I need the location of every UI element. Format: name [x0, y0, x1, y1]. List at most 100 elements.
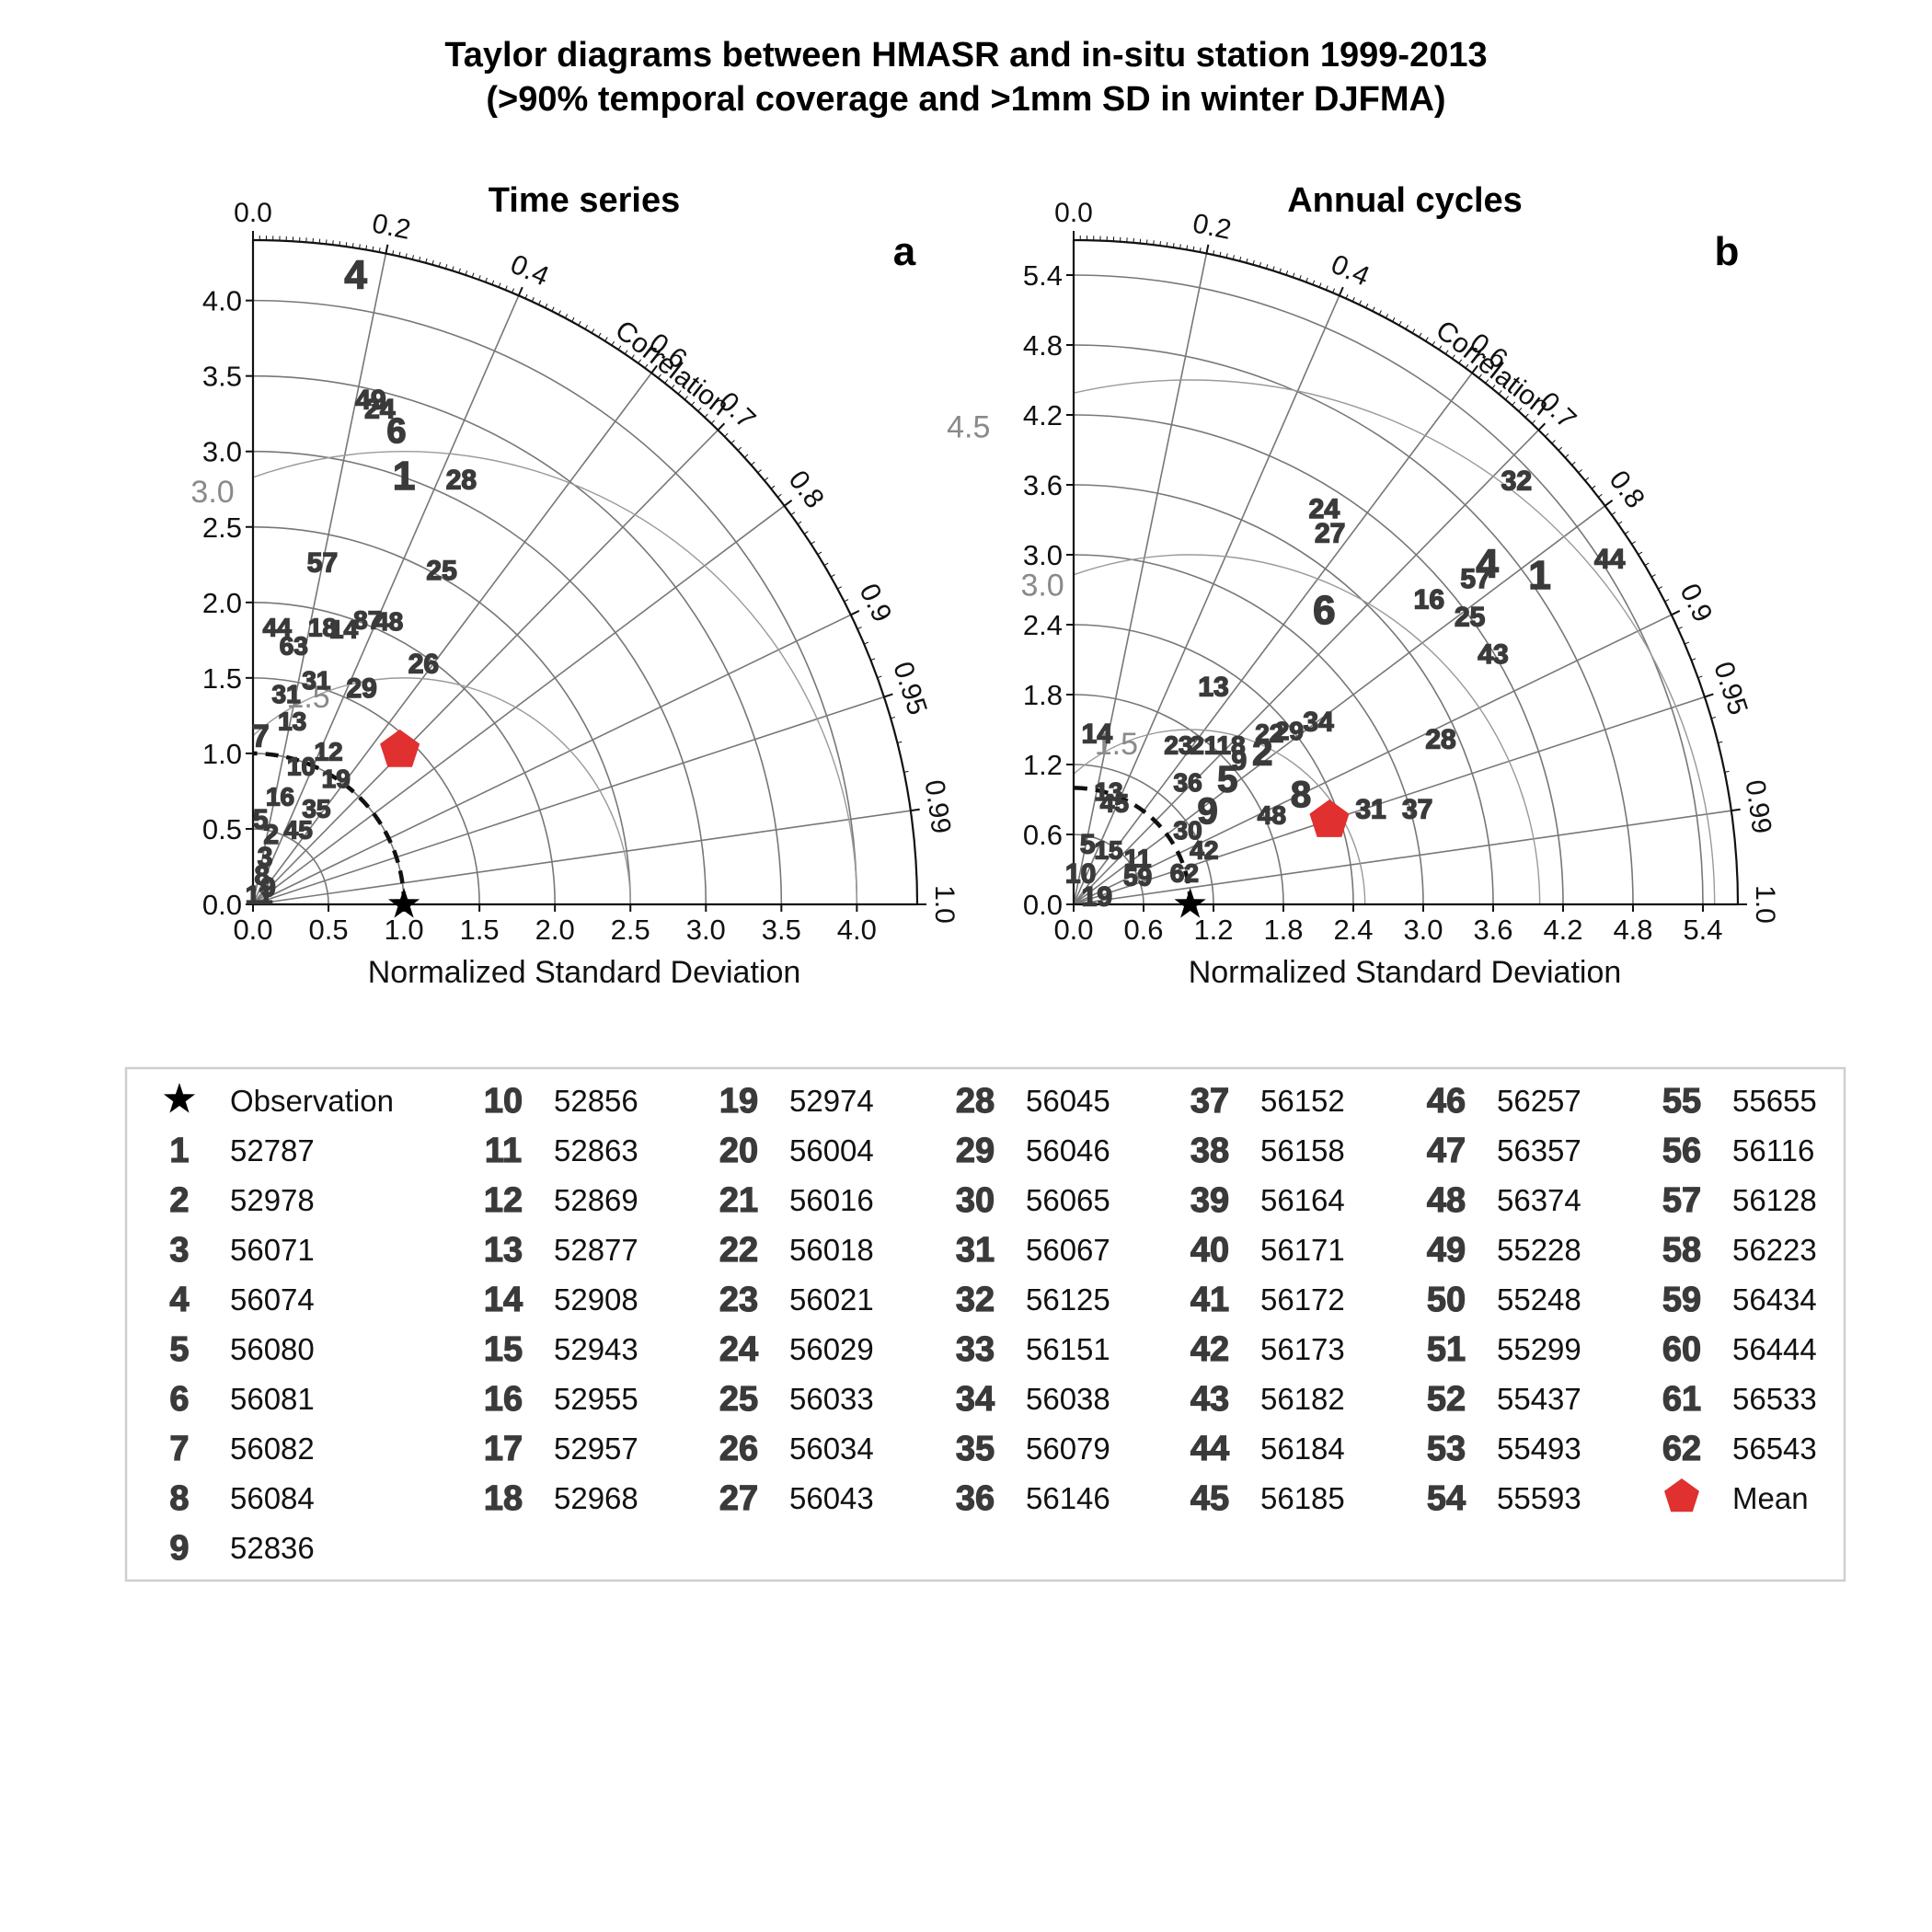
legend-station-id-16: 52955 — [554, 1382, 638, 1416]
station-marker-5: 5 — [253, 805, 269, 835]
x-tick-label-3: 1.5 — [460, 914, 500, 946]
station-marker-11: 11 — [246, 880, 273, 909]
x-tick-label-5: 3.0 — [1403, 914, 1443, 946]
std-arc-2 — [1073, 764, 1214, 905]
y-tick-label-6: 3.0 — [202, 436, 242, 468]
station-marker-1: 1 — [393, 454, 415, 499]
legend-station-number-4: 4 — [169, 1281, 189, 1319]
station-marker-22: 22 — [1255, 719, 1283, 748]
legend-station-id-1: 52787 — [230, 1133, 315, 1167]
legend-station-number-25: 25 — [719, 1380, 758, 1419]
legend-station-number-56: 56 — [1662, 1132, 1701, 1170]
legend-station-number-7: 7 — [169, 1430, 189, 1468]
legend-station-number-31: 31 — [956, 1231, 995, 1270]
legend-station-id-14: 52908 — [554, 1282, 638, 1317]
legend-station-number-60: 60 — [1662, 1330, 1701, 1369]
legend-station-id-2: 52978 — [230, 1183, 315, 1217]
observation-star — [388, 888, 420, 918]
station-marker-45: 45 — [284, 816, 313, 845]
legend-station-number-26: 26 — [719, 1430, 758, 1468]
mean-marker — [1309, 799, 1350, 837]
station-marker-59: 59 — [1123, 863, 1152, 891]
legend-station-id-7: 56082 — [230, 1432, 315, 1466]
corr-tick-label-2: 0.4 — [506, 249, 553, 293]
rms-label-1: 3.0 — [190, 475, 234, 510]
figure-title-line2: (>90% temporal coverage and >1mm SD in w… — [486, 80, 1445, 119]
std-arc-5 — [252, 525, 632, 905]
legend-station-number-18: 18 — [484, 1479, 523, 1518]
std-arc-7 — [1073, 414, 1564, 905]
legend-station-number-53: 53 — [1427, 1430, 1466, 1468]
legend-station-id-51: 55299 — [1497, 1332, 1581, 1366]
station-marker-25: 25 — [426, 556, 456, 586]
corr-line-6 — [252, 614, 852, 905]
corr-line-3 — [252, 372, 652, 905]
x-tick-label-0: 0.0 — [1053, 914, 1093, 946]
station-marker-27: 27 — [1315, 518, 1345, 548]
rms-label-0: 1.5 — [1095, 727, 1138, 762]
station-marker-31: 31 — [302, 666, 330, 695]
x-tick-label-8: 4.0 — [837, 914, 877, 946]
legend-station-id-45: 56185 — [1260, 1481, 1345, 1515]
station-marker-10: 10 — [1065, 858, 1096, 889]
corr-line-7 — [1073, 696, 1706, 905]
station-marker-14: 14 — [329, 615, 359, 643]
y-tick-label-0: 0.0 — [202, 889, 242, 921]
legend-station-number-21: 21 — [719, 1181, 758, 1220]
station-marker-19: 19 — [322, 765, 351, 793]
taylor-diagram-annual-cycles: Annual cycles b Normalized Standard Devi… — [947, 181, 1780, 990]
legend-station-number-17: 17 — [484, 1430, 523, 1468]
legend-station-number-43: 43 — [1190, 1380, 1229, 1419]
station-marker-49: 49 — [355, 385, 385, 415]
station-marker-62: 62 — [1170, 859, 1199, 888]
corr-line-8 — [252, 810, 911, 905]
y-tick-label-3: 1.5 — [202, 662, 242, 695]
legend-station-number-19: 19 — [719, 1082, 758, 1121]
panel-a-xlabel: Normalized Standard Deviation — [368, 955, 801, 990]
legend-station-number-13: 13 — [484, 1231, 523, 1270]
legend-station-id-58: 56223 — [1732, 1233, 1817, 1267]
legend-station-number-54: 54 — [1427, 1479, 1466, 1518]
legend-station-id-49: 55228 — [1497, 1233, 1581, 1267]
station-marker-63: 63 — [280, 631, 308, 660]
corr-line-4 — [252, 429, 719, 905]
legend-frame — [124, 1066, 1846, 1582]
station-marker-29: 29 — [346, 673, 376, 704]
std-arc-4 — [1073, 624, 1354, 905]
corr-tick-label-0: 0.0 — [234, 198, 272, 228]
legend-station-number-2: 2 — [169, 1181, 189, 1220]
legend-station-id-5: 56080 — [230, 1332, 315, 1366]
station-marker-9: 9 — [260, 873, 276, 903]
station-marker-10: 10 — [287, 753, 316, 781]
legend-station-id-25: 56033 — [789, 1382, 874, 1416]
station-marker-31: 31 — [272, 680, 301, 708]
legend-station-id-50: 55248 — [1497, 1282, 1581, 1317]
legend-station-id-12: 52869 — [554, 1183, 638, 1217]
legend-station-id-3: 56071 — [230, 1233, 315, 1267]
corr-line-8 — [1073, 810, 1731, 905]
x-tick-label-8: 4.8 — [1613, 914, 1652, 946]
corr-tick-label-8: 0.99 — [1740, 778, 1777, 835]
station-marker-2: 2 — [1252, 732, 1272, 773]
corr-tick-label-2: 0.4 — [1327, 249, 1374, 293]
y-tick-label-5: 2.5 — [202, 512, 242, 544]
station-marker-37: 37 — [1402, 795, 1432, 825]
outer-arc — [252, 238, 919, 905]
legend-station-id-10: 52856 — [554, 1084, 638, 1118]
legend-station-number-61: 61 — [1662, 1380, 1701, 1419]
legend-station-number-23: 23 — [719, 1281, 758, 1319]
legend-station-id-28: 56045 — [1026, 1084, 1110, 1118]
legend-station-id-22: 56018 — [789, 1233, 874, 1267]
corr-line-4 — [1073, 429, 1539, 905]
legend-station-id-27: 56043 — [789, 1481, 874, 1515]
station-marker-9: 9 — [1198, 791, 1218, 832]
legend-station-id-20: 56004 — [789, 1133, 874, 1167]
corr-tick-label-6: 0.9 — [854, 579, 898, 627]
figure-title-line1: Taylor diagrams between HMASR and in-sit… — [444, 36, 1487, 75]
y-tick-label-1: 0.5 — [202, 813, 242, 845]
std-arc-6 — [1073, 484, 1494, 905]
station-marker-42: 42 — [1190, 835, 1218, 864]
legend-station-number-5: 5 — [169, 1330, 189, 1369]
station-marker-26: 26 — [408, 650, 439, 680]
